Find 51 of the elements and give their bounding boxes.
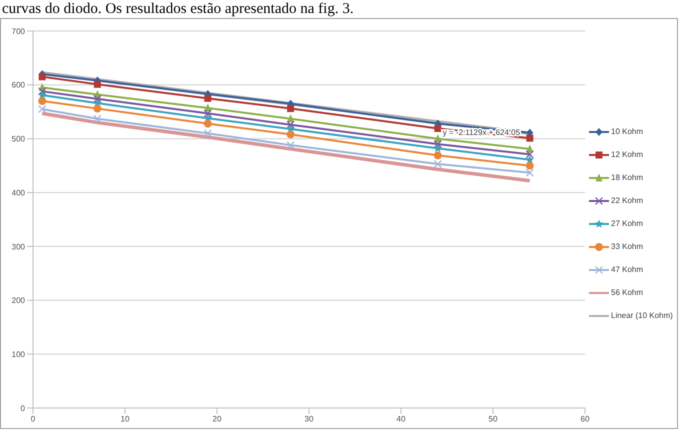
point [93, 104, 102, 113]
point [204, 129, 212, 138]
x-tick-label: 30 [304, 414, 314, 424]
point [526, 162, 534, 170]
legend-label: 12 Kohm [611, 150, 644, 159]
y-tick-label: 700 [12, 26, 26, 36]
x-tick-label: 20 [212, 414, 222, 424]
point [434, 144, 442, 152]
legend-label: Linear (10 Kohm) [611, 311, 673, 320]
legend-label: 10 Kohm [611, 127, 644, 136]
legend-label: 27 Kohm [611, 219, 644, 228]
legend-label: 47 Kohm [611, 265, 644, 274]
y-tick-label: 500 [12, 134, 26, 144]
point [286, 130, 295, 138]
point [38, 73, 46, 80]
point [434, 160, 442, 168]
point [526, 150, 534, 158]
legend-label: 18 Kohm [611, 173, 644, 182]
legend-label: 33 Kohm [611, 242, 644, 251]
legend-label: 56 Kohm [611, 288, 644, 297]
point [38, 104, 46, 114]
y-tick-label: 200 [12, 296, 26, 306]
point [434, 151, 442, 160]
point [93, 94, 102, 103]
x-tick-label: 50 [488, 414, 498, 424]
point [38, 87, 46, 96]
point [204, 120, 212, 128]
point [526, 168, 534, 177]
x-tick-label: 0 [30, 414, 36, 424]
point [204, 94, 212, 102]
point [204, 109, 212, 118]
point [434, 124, 442, 132]
y-tick-label: 0 [20, 404, 26, 413]
point [434, 140, 442, 148]
point [38, 97, 46, 106]
point [286, 120, 295, 129]
y-tick-label: 300 [12, 242, 26, 252]
point [93, 114, 102, 123]
y-tick-label: 100 [12, 350, 26, 359]
x-tick-label: 60 [580, 414, 590, 424]
y-tick-label: 600 [12, 80, 26, 90]
point [526, 134, 534, 142]
y-tick-label: 400 [12, 188, 26, 198]
point [94, 80, 101, 88]
line-series [40, 112, 532, 182]
x-tick-label: 40 [396, 414, 406, 424]
point [286, 141, 295, 150]
legend-label: 22 Kohm [611, 196, 644, 205]
point [287, 105, 294, 112]
text: curvas do diodo. Os resultados estão apresentado na fig. 3. [1, 0, 355, 18]
x-tick-label: 10 [120, 414, 130, 424]
